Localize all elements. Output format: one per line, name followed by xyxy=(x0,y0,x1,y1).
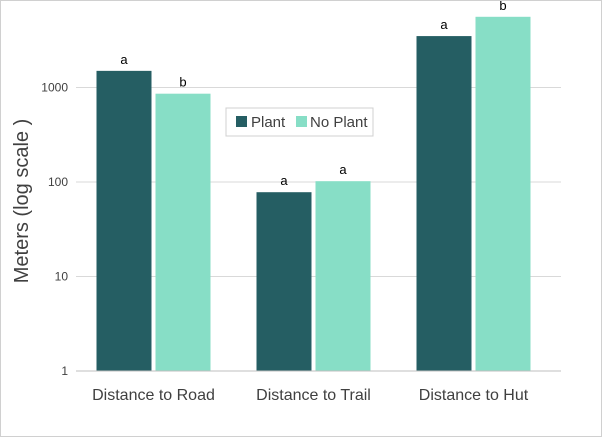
significance-label: a xyxy=(280,173,288,188)
bar-no-plant xyxy=(155,93,211,372)
y-tick-label: 10 xyxy=(55,270,69,284)
y-tick-label: 1 xyxy=(61,364,68,378)
legend-label-plant: Plant xyxy=(251,114,286,131)
legend-label-no-plant: No Plant xyxy=(310,114,368,131)
bars xyxy=(96,16,531,372)
y-tick-label: 100 xyxy=(48,175,68,189)
x-category-label: Distance to Road xyxy=(92,387,215,404)
bar-no-plant xyxy=(475,16,531,371)
y-tick-label: 1000 xyxy=(41,81,68,95)
significance-label: a xyxy=(339,162,347,177)
significance-label: a xyxy=(120,52,128,67)
significance-labels: a b a a a b xyxy=(120,1,506,188)
bar-plant xyxy=(416,36,472,371)
significance-label: b xyxy=(499,1,506,13)
bar-no-plant xyxy=(315,181,371,371)
legend-box xyxy=(225,107,374,137)
y-axis-ticks: 1 10 100 1000 xyxy=(41,81,68,379)
x-category-label: Distance to Hut xyxy=(419,387,529,404)
x-category-label: Distance to Trail xyxy=(256,387,371,404)
significance-label: b xyxy=(179,75,186,90)
bar-plant xyxy=(256,192,312,371)
x-axis-categories: Distance to Road Distance to Trail Distanc… xyxy=(92,387,529,404)
bar-plant xyxy=(96,70,152,371)
legend: Plant No Plant xyxy=(225,107,374,137)
significance-label: a xyxy=(440,17,448,32)
legend-swatch-no-plant xyxy=(296,116,307,127)
y-axis-title: Meters (log scale ) xyxy=(11,119,33,284)
legend-swatch-plant xyxy=(236,116,247,127)
